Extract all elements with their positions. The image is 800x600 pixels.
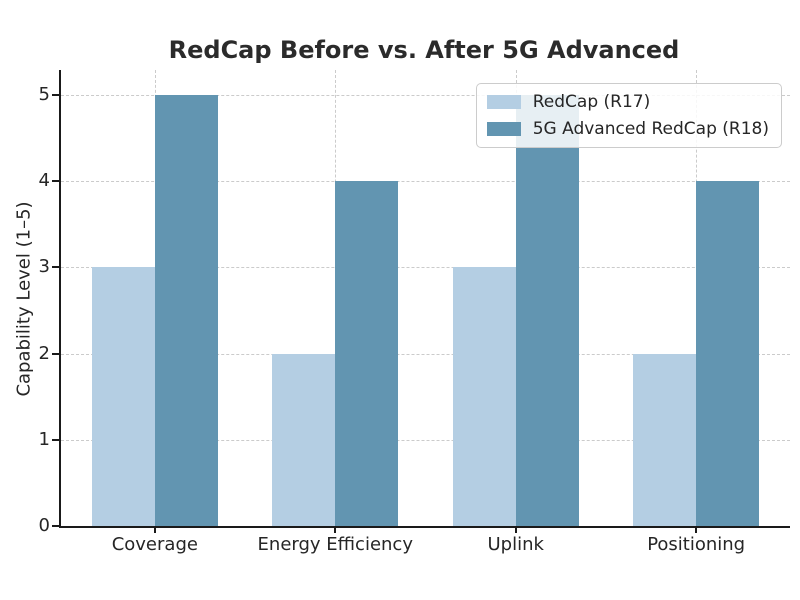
y-axis-label: Capability Level (1–5) (13, 201, 35, 397)
x-tick-label-coverage: Coverage (111, 534, 198, 555)
y-tick-mark-0 (52, 525, 59, 527)
bar-coverage-5g-advanced-redcap-r18 (154, 95, 218, 526)
y-tick-mark-5 (52, 93, 59, 96)
x-tick-label-uplink: Uplink (487, 534, 544, 555)
y-tick-label-4: 4 (38, 170, 50, 192)
y-tick-mark-4 (52, 180, 59, 183)
legend-label: RedCap (R17) (532, 92, 651, 112)
y-tick-label-1: 1 (38, 428, 50, 450)
legend-swatch-redcap-r17 (486, 95, 521, 109)
h-gridline-2 (61, 353, 790, 355)
bar-positioning-redcap-r17 (633, 353, 697, 526)
bar-uplink-redcap-r17 (452, 267, 516, 526)
legend-entry-redcap-r17: RedCap (R17) (486, 91, 769, 113)
y-tick-label-0: 0 (38, 515, 50, 536)
y-tick-mark-2 (52, 352, 59, 355)
plot-area: RedCap (R17) 5G Advanced RedCap (R18) (59, 70, 790, 528)
y-tick-mark-1 (52, 438, 59, 441)
h-gridline-5 (61, 94, 790, 96)
legend: RedCap (R17) 5G Advanced RedCap (R18) (475, 83, 782, 148)
legend-swatch-5g-advanced-redcap-r18 (486, 122, 521, 136)
legend-label: 5G Advanced RedCap (R18) (532, 119, 769, 139)
chart-title: RedCap Before vs. After 5G Advanced (168, 36, 680, 64)
legend-entry-5g-advanced-redcap-r18: 5G Advanced RedCap (R18) (486, 118, 769, 140)
bar-positioning-5g-advanced-redcap-r18 (696, 181, 760, 526)
h-gridline-3 (61, 267, 790, 269)
x-tick-label-positioning: Positioning (647, 534, 746, 555)
h-gridline-1 (61, 439, 790, 441)
y-tick-label-5: 5 (38, 83, 50, 105)
bar-coverage-redcap-r17 (91, 267, 155, 526)
bar-uplink-5g-advanced-redcap-r18 (515, 95, 579, 526)
bar-energy-efficiency-5g-advanced-redcap-r18 (335, 181, 399, 526)
y-tick-mark-3 (52, 266, 59, 269)
bar-energy-efficiency-redcap-r17 (272, 353, 336, 526)
x-tick-label-energy-efficiency: Energy Efficiency (257, 534, 413, 555)
h-gridline-4 (61, 181, 790, 183)
